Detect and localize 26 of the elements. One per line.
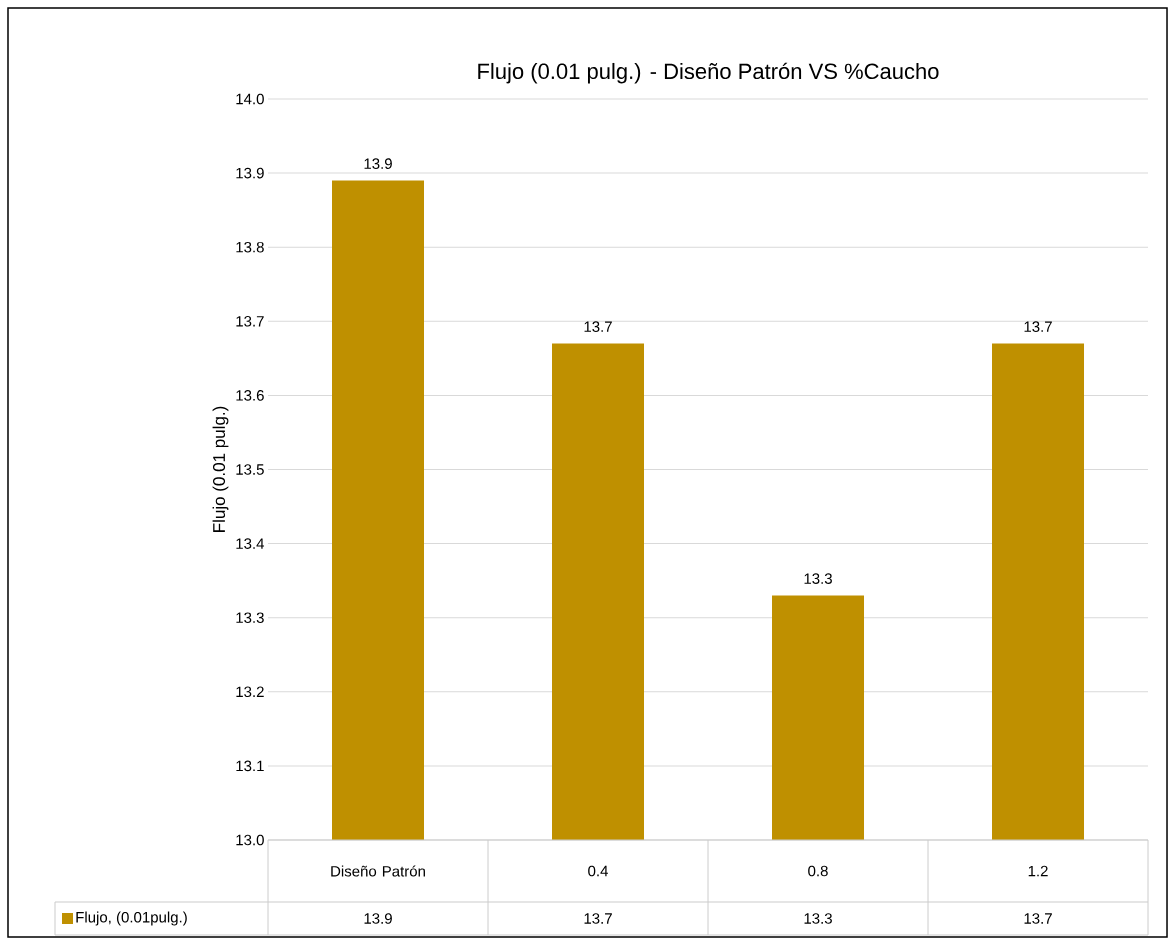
x-tick-label: Diseño Patrón	[331, 865, 425, 877]
y-axis-title: Flujo (0.01 pulg.)	[212, 406, 229, 532]
y-tick-label: 13.3	[236, 612, 264, 623]
y-tick-label: 13.5	[236, 464, 264, 475]
y-tick-label: 13.7	[236, 315, 264, 327]
text: 13.7	[1024, 321, 1052, 332]
y-tick-label: 13.9	[236, 167, 264, 179]
y-tick-label: 13.1	[236, 760, 264, 772]
data-label: 13.9	[364, 913, 392, 924]
y-tick-label: 13.2	[236, 686, 264, 698]
text: 13.3	[804, 573, 832, 584]
x-tick-label: 1.2	[1028, 865, 1048, 877]
legend-label: Flujo, (0.01pulg.)	[76, 911, 187, 926]
text: 13.7	[584, 321, 612, 332]
data-label: 13.7	[1024, 913, 1052, 924]
x-tick-label: 0.8	[808, 865, 828, 877]
y-tick-label: 14.0	[236, 93, 264, 105]
data-label: 13.3	[804, 913, 832, 924]
y-tick-label: 13.8	[236, 241, 264, 253]
y-tick-label: 13.0	[236, 834, 264, 846]
x-tick-label: 0.4	[588, 865, 608, 877]
chart-title: Flujo (0.01 pulg.) - Diseño Patrón VS %Caucho	[478, 62, 939, 84]
y-tick-label: 13.6	[236, 390, 264, 401]
y-tick-label: 13.4	[236, 538, 265, 549]
data-label: 13.7	[584, 913, 612, 924]
text: 13.9	[364, 158, 392, 169]
